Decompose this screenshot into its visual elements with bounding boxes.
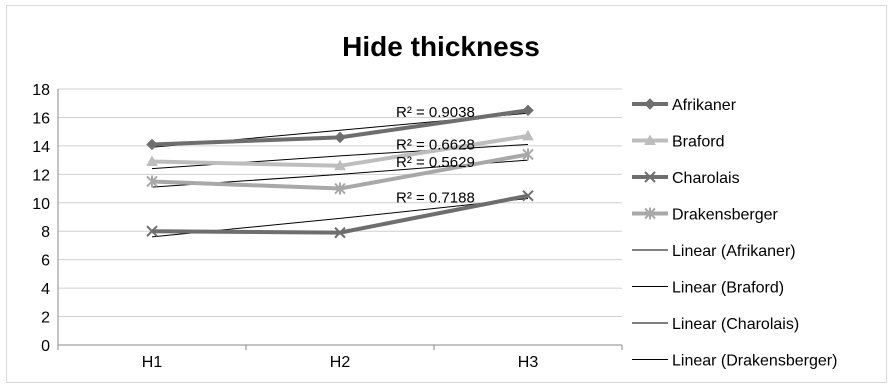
legend-label: Linear (Afrikaner) [672, 243, 796, 260]
axes [57, 89, 623, 350]
y-tick-label: 8 [41, 224, 50, 241]
legend-item: Braford [632, 134, 724, 151]
series-group [146, 189, 534, 239]
data-point [334, 159, 346, 171]
x-tick-label: H3 [518, 354, 539, 371]
chart-frame [6, 5, 887, 383]
data-point [644, 207, 656, 220]
data-point [146, 138, 158, 151]
legend-label: Drakensberger [672, 207, 779, 224]
y-tick-label: 10 [32, 196, 50, 213]
legend-item: Linear (Charolais) [632, 316, 799, 333]
r2-label: R² = 0.6628 [396, 136, 475, 153]
series-group [146, 148, 534, 195]
gridlines [58, 88, 622, 318]
data-point [644, 134, 656, 145]
y-tick-label: 16 [32, 110, 50, 127]
legend-item: Linear (Braford) [632, 280, 784, 297]
legend-item: Afrikaner [632, 97, 737, 114]
data-point [522, 129, 534, 141]
legend-item: Linear (Drakensberger) [632, 353, 837, 370]
x-tick-label: H1 [142, 354, 163, 371]
y-tick-label: 6 [41, 253, 50, 270]
data-point [334, 226, 346, 239]
y-tick-label: 0 [41, 338, 50, 355]
data-point [334, 182, 346, 195]
data-point [146, 225, 158, 237]
r2-label: R² = 0.7188 [396, 190, 475, 207]
legend-label: Linear (Charolais) [672, 316, 799, 333]
data-point [522, 104, 534, 117]
data-series [146, 104, 534, 239]
x-tick-label: H2 [330, 354, 351, 371]
r2-labels: R² = 0.9038 R² = 0.6628 R² = 0.7188 R² = 0.… [396, 104, 475, 206]
data-point [644, 98, 656, 110]
y-tick-label: 14 [32, 139, 50, 156]
legend-label: Braford [672, 134, 724, 151]
data-point [146, 175, 158, 188]
legend-label: Charolais [672, 170, 740, 187]
series-group [146, 129, 534, 171]
legend: Afrikaner Braford Charolais Drakensberger Li… [632, 97, 837, 370]
y-tick-label: 18 [32, 82, 50, 99]
data-point [146, 155, 158, 167]
legend-item: Charolais [632, 170, 740, 187]
series-group [146, 104, 534, 151]
legend-item: Linear (Afrikaner) [632, 243, 796, 260]
legend-item: Drakensberger [632, 207, 779, 224]
y-tick-label: 12 [32, 167, 50, 184]
data-point [644, 171, 656, 183]
data-point [522, 189, 534, 202]
legend-label: Linear (Braford) [672, 280, 784, 297]
data-point [522, 148, 534, 161]
tick-labels: 0 2 4 6 8 10 12 14 16 18 H1 H2 H3 [32, 82, 538, 371]
legend-label: Linear (Drakensberger) [672, 353, 837, 370]
data-point [334, 131, 346, 144]
chart-title: Hide thickness [342, 31, 540, 62]
legend-label: Afrikaner [672, 97, 737, 114]
r2-label: R² = 0.5629 [396, 154, 475, 171]
r2-label: R² = 0.9038 [396, 104, 475, 121]
y-tick-label: 2 [41, 310, 50, 327]
y-tick-label: 4 [41, 281, 50, 298]
